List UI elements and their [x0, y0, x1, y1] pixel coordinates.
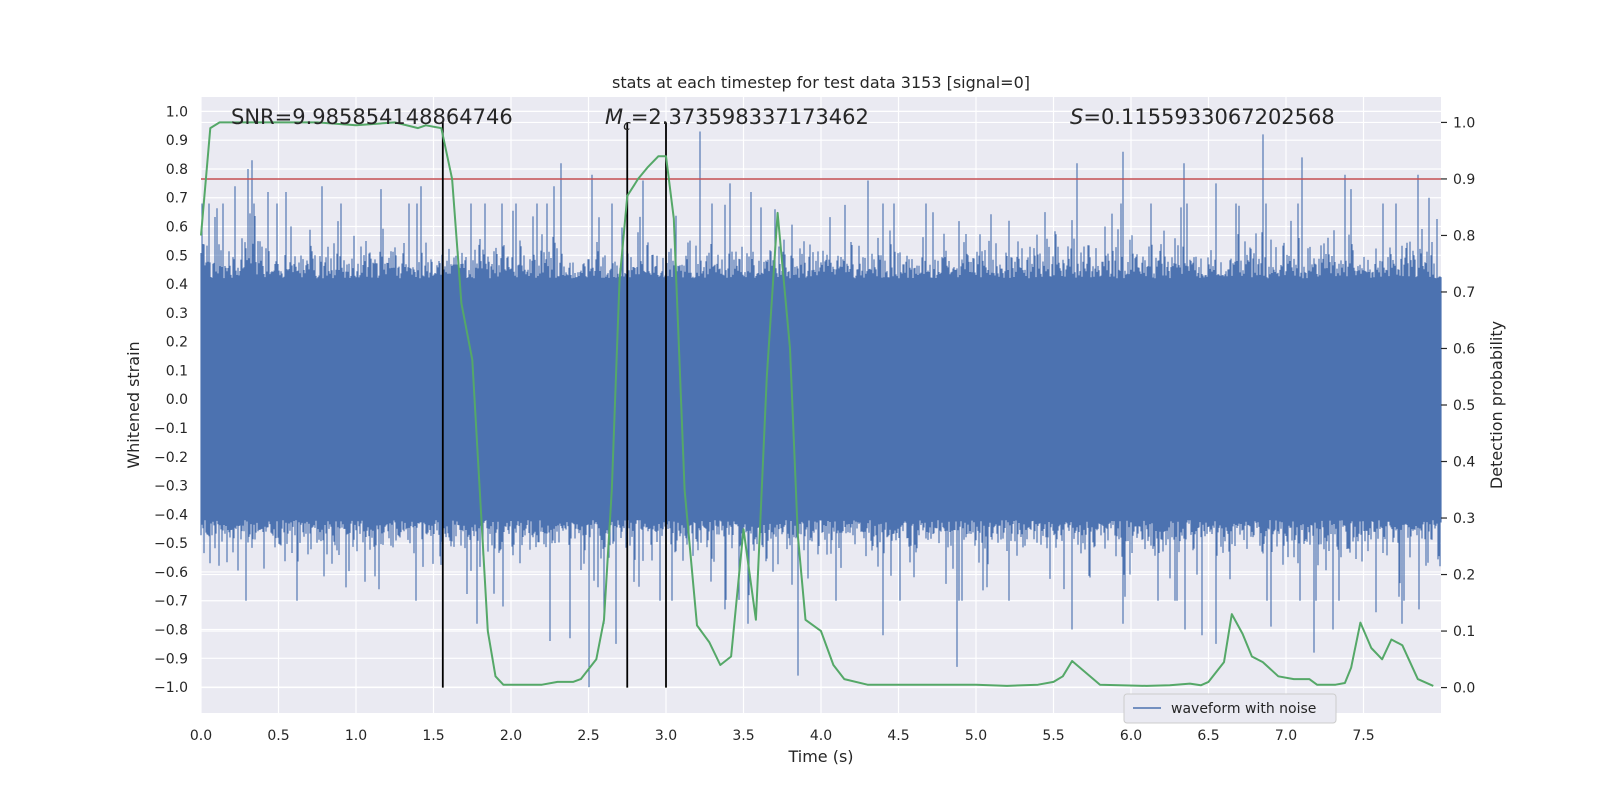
left-y-tick-label-7: 0.3	[166, 306, 188, 322]
chirp-mass-annotation: Mc=2.373598337173462	[605, 105, 869, 134]
x-tick-label-9: 4.5	[887, 728, 909, 744]
right-y-tick-label-5: 0.5	[1453, 398, 1475, 414]
left-y-tick-label-2: 0.8	[166, 162, 188, 178]
x-axis-label: Time (s)	[787, 747, 853, 766]
spin-symbol: S	[1070, 105, 1083, 129]
x-tick-label-12: 6.0	[1120, 728, 1142, 744]
x-tick-label-6: 3.0	[655, 728, 677, 744]
chirp-mass-subscript: c	[623, 118, 631, 134]
x-tick-label-10: 5.0	[965, 728, 987, 744]
spin-value: =0.1155933067202568	[1083, 105, 1334, 129]
right-y-tick-label-10: 0.0	[1453, 681, 1475, 697]
x-tick-label-7: 3.5	[732, 728, 754, 744]
probability-series	[200, 121, 1434, 687]
x-tick-label-13: 6.5	[1197, 728, 1219, 744]
left-y-tick-label-6: 0.4	[166, 277, 188, 293]
legend: waveform with noise	[1123, 693, 1337, 724]
left-y-tick-label-20: −1.0	[154, 680, 188, 696]
left-y-tick-label-5: 0.5	[166, 248, 188, 264]
left-y-tick-label-19: −0.9	[154, 651, 188, 667]
left-y-tick-label-9: 0.1	[166, 363, 188, 379]
right-y-tick-label-7: 0.3	[1453, 511, 1475, 527]
left-y-tick-label-12: −0.2	[154, 450, 188, 466]
x-tick-label-11: 5.5	[1042, 728, 1064, 744]
left-y-tick-label-14: −0.4	[154, 507, 188, 523]
left-y-axis-ticks: 1.0 0.9 0.8 0.7 0.6 0.5 0.4 0.3 0.2 0.1 0.0 −0.1 −0.…	[154, 104, 188, 696]
left-y-tick-label-17: −0.7	[154, 594, 188, 610]
vertical-markers	[441, 122, 667, 688]
left-y-tick-label-16: −0.6	[154, 565, 188, 581]
spin-annotation: S=0.1155933067202568	[1070, 105, 1335, 129]
chirp-mass-symbol: M	[605, 105, 623, 129]
x-tick-label-5: 2.5	[577, 728, 599, 744]
left-y-tick-label-8: 0.2	[166, 335, 188, 351]
x-tick-label-15: 7.5	[1352, 728, 1374, 744]
right-y-tick-label-1: 0.9	[1453, 172, 1475, 188]
x-tick-label-2: 1.0	[345, 728, 367, 744]
chirp-mass-value: =2.373598337173462	[631, 105, 869, 129]
snr-annotation: SNR=9.985854148864746	[231, 105, 513, 129]
probability-line	[200, 121, 1434, 687]
right-y-tick-label-0: 1.0	[1453, 115, 1475, 131]
right-y-tick-label-3: 0.7	[1453, 285, 1475, 301]
right-y-tick-label-6: 0.4	[1453, 455, 1475, 471]
x-tick-label-4: 2.0	[500, 728, 522, 744]
x-tick-label-8: 4.0	[810, 728, 832, 744]
left-y-tick-label-18: −0.8	[154, 623, 188, 639]
right-y-tick-label-8: 0.2	[1453, 568, 1475, 584]
legend-box	[1123, 693, 1337, 724]
left-y-tick-label-15: −0.5	[154, 536, 188, 552]
chart-title: stats at each timestep for test data 315…	[612, 73, 1030, 92]
legend-label-waveform: waveform with noise	[1171, 701, 1316, 717]
x-tick-label-1: 0.5	[267, 728, 289, 744]
right-y-tick-label-9: 0.1	[1453, 624, 1475, 640]
x-tick-label-3: 1.5	[422, 728, 444, 744]
x-axis-ticks: 0.0 0.5 1.0 1.5 2.0 2.5 3.0 3.5 4.0 4.5 5.0 5.5 6.0 6…	[190, 728, 1375, 744]
right-y-tick-label-4: 0.6	[1453, 341, 1475, 357]
right-y-axis-ticks: 1.0 0.9 0.8 0.7 0.6 0.5 0.4 0.3 0.2 0.1 0.0	[1441, 115, 1475, 697]
right-y-axis-label: Detection probability	[1487, 321, 1506, 489]
left-y-tick-label-13: −0.3	[154, 479, 188, 495]
left-y-tick-label-4: 0.6	[166, 220, 188, 236]
left-y-tick-label-3: 0.7	[166, 191, 188, 207]
left-y-tick-label-11: −0.1	[154, 421, 188, 437]
x-tick-label-0: 0.0	[190, 728, 212, 744]
left-y-tick-label-1: 0.9	[166, 133, 188, 149]
left-y-axis-label: Whitened strain	[124, 341, 143, 468]
x-tick-label-14: 7.0	[1275, 728, 1297, 744]
right-y-tick-label-2: 0.8	[1453, 228, 1475, 244]
left-y-tick-label-0: 1.0	[166, 104, 188, 120]
left-y-tick-label-10: 0.0	[166, 392, 188, 408]
